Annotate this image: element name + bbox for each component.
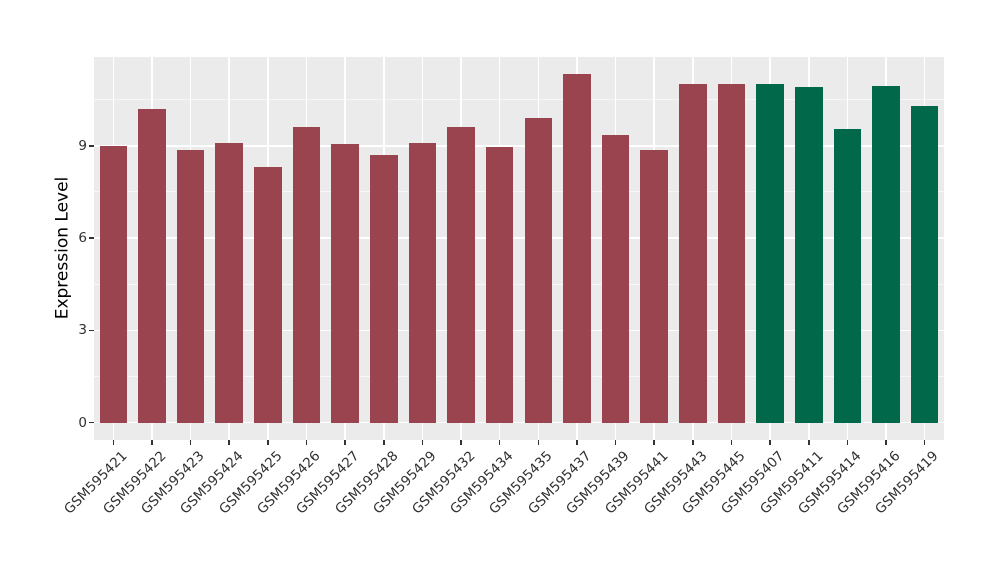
bar-GSM595428 xyxy=(370,155,398,423)
bar-GSM595425 xyxy=(254,167,282,423)
x-tick-mark xyxy=(189,440,192,445)
x-tick-mark xyxy=(614,440,617,445)
y-tick-mark xyxy=(89,145,94,147)
y-major-gridline xyxy=(94,421,944,424)
y-tick-mark xyxy=(89,421,94,424)
y-major-gridline xyxy=(94,237,944,239)
bar-GSM595407 xyxy=(756,84,784,423)
y-major-gridline xyxy=(94,329,944,332)
x-tick-mark xyxy=(344,440,346,445)
plot-panel xyxy=(94,56,944,440)
y-minor-gridline xyxy=(94,283,944,285)
x-tick-mark xyxy=(228,440,230,445)
x-tick-mark xyxy=(305,440,308,445)
x-tick-mark xyxy=(112,440,115,445)
y-tick-label: 6 xyxy=(78,230,87,247)
y-minor-gridline xyxy=(94,375,944,377)
bar-GSM595421 xyxy=(99,145,128,423)
y-minor-gridline xyxy=(94,99,944,101)
bar-GSM595426 xyxy=(292,127,321,423)
x-tick-mark xyxy=(730,440,733,445)
x-tick-mark xyxy=(885,440,887,445)
y-tick-label: 9 xyxy=(78,137,87,154)
x-tick-mark xyxy=(923,440,926,445)
x-tick-mark xyxy=(808,440,810,445)
bar-GSM595411 xyxy=(795,87,823,423)
bar-GSM595445 xyxy=(717,84,746,423)
bar-GSM595416 xyxy=(872,85,900,423)
bar-GSM595423 xyxy=(176,150,205,423)
bar-GSM595441 xyxy=(640,150,668,423)
x-tick-mark xyxy=(460,440,462,445)
x-tick-mark xyxy=(498,440,501,445)
bar-GSM595434 xyxy=(485,147,514,423)
y-tick-mark xyxy=(89,237,94,239)
y-axis-title-box: Expression Level xyxy=(49,57,75,441)
x-tick-mark xyxy=(267,440,269,445)
y-tick-label: 0 xyxy=(78,414,87,431)
y-tick-mark xyxy=(89,329,94,332)
y-minor-gridline xyxy=(94,191,944,193)
x-tick-mark xyxy=(692,440,694,445)
bar-GSM595414 xyxy=(833,128,862,423)
x-tick-mark xyxy=(537,440,540,445)
y-major-gridline xyxy=(94,145,944,147)
bar-GSM595419 xyxy=(910,105,939,423)
x-tick-mark xyxy=(576,440,578,445)
bar-GSM595437 xyxy=(563,73,591,423)
bar-GSM595432 xyxy=(447,127,475,423)
x-tick-mark xyxy=(846,440,849,445)
bar-GSM595427 xyxy=(331,144,359,423)
bar-GSM595439 xyxy=(601,135,630,423)
x-tick-mark xyxy=(769,440,771,445)
x-tick-mark xyxy=(653,440,655,445)
bar-GSM595424 xyxy=(215,142,243,423)
y-tick-label: 3 xyxy=(78,322,87,339)
y-axis-title: Expression Level xyxy=(52,176,72,320)
bar-GSM595422 xyxy=(138,108,166,423)
x-tick-mark xyxy=(421,440,424,445)
bar-GSM595443 xyxy=(679,84,707,423)
x-tick-mark xyxy=(383,440,385,445)
x-tick-mark xyxy=(151,440,153,445)
bar-GSM595435 xyxy=(524,118,553,423)
bar-GSM595429 xyxy=(408,142,437,423)
